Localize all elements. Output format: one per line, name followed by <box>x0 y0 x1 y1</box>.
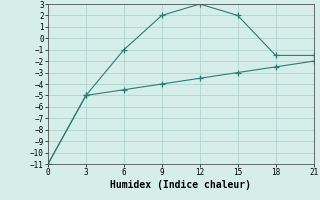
X-axis label: Humidex (Indice chaleur): Humidex (Indice chaleur) <box>110 180 251 190</box>
